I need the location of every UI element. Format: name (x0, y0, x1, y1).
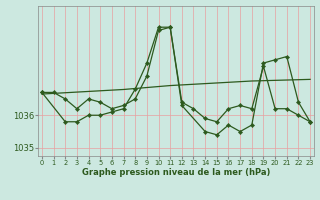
X-axis label: Graphe pression niveau de la mer (hPa): Graphe pression niveau de la mer (hPa) (82, 168, 270, 177)
